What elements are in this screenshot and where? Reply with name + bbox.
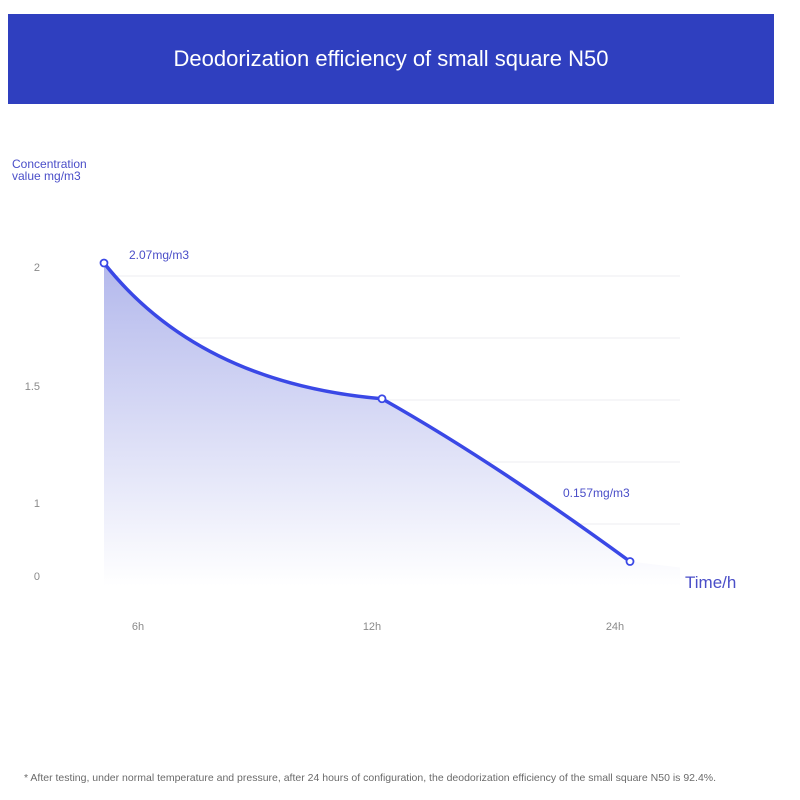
y-tick-label: 0 [34,571,40,583]
footnote: * After testing, under normal temperatur… [24,772,717,784]
y-axis-label-line-2: value mg/m3 [12,169,81,183]
data-point-6h [99,258,109,268]
data-point-12h [377,394,387,404]
data-label: 0.157mg/m3 [563,486,630,500]
x-tick-label: 24h [606,621,624,633]
y-tick-label: 1.5 [25,381,40,393]
y-axis-label-line-1: Concentration [12,157,87,171]
area-fill [104,263,680,586]
y-axis-label: Concentration value mg/m3 [12,158,122,182]
data-point-24h [625,557,635,566]
y-tick-label: 2 [34,262,40,274]
data-points [99,258,635,566]
x-tick-label: 6h [132,621,144,633]
area-path [104,263,680,586]
chart-title: Deodorization efficiency of small square… [173,46,609,71]
x-tick-label: 12h [363,621,381,633]
x-axis-label: Time/h [685,573,736,592]
axis-text: 2 1.5 1 0 6h 12h 24h Time/h 2.07mg/m3 0.157mg/m3 [25,248,737,633]
y-tick-label: 1 [34,498,40,510]
title-banner: Deodorization efficiency of small square… [8,14,774,104]
data-label: 2.07mg/m3 [129,248,189,262]
